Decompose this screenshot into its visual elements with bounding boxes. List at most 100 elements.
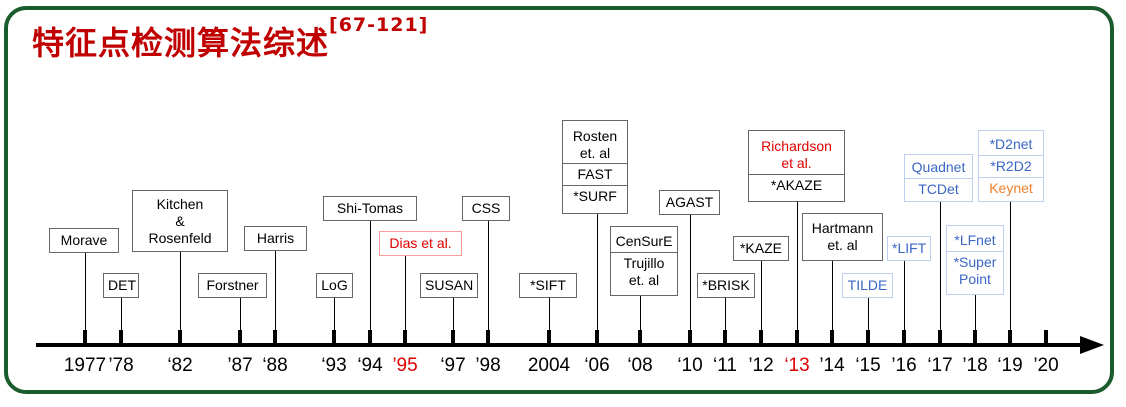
year-label: ‘88	[262, 355, 288, 376]
connector-stem	[180, 252, 181, 332]
box-censure-trujillo: CenSurE Trujillo et. al	[610, 226, 678, 296]
connector-stem	[453, 298, 454, 332]
box-det: DET	[103, 273, 139, 298]
timeline-tick	[688, 330, 692, 343]
year-label: ‘13	[784, 355, 810, 376]
timeline-tick	[830, 330, 834, 343]
timeline-tick	[595, 330, 599, 343]
year-label: ’20	[1033, 355, 1059, 376]
year-label: ‘82	[167, 355, 193, 376]
connector-stem	[240, 298, 241, 332]
slide-title: 特征点检测算法综述[67-121]	[32, 14, 428, 64]
timeline-tick	[938, 330, 942, 343]
timeline-tick	[403, 330, 407, 343]
year-label: ’14	[819, 355, 845, 376]
timeline-tick	[368, 330, 372, 343]
timeline-arrow-icon	[1080, 336, 1104, 354]
box-hartmann: Hartmann et. al	[802, 213, 883, 261]
timeline-tick	[486, 330, 490, 343]
year-label: ’98	[475, 355, 501, 376]
box-log: LoG	[316, 273, 353, 298]
connector-stem	[370, 221, 371, 332]
year-label: ’18	[962, 355, 988, 376]
box-lift: *LIFT	[887, 236, 931, 261]
connector-stem	[797, 202, 798, 332]
year-label: ‘17	[927, 355, 953, 376]
connector-stem	[868, 298, 869, 332]
timeline-tick	[759, 330, 763, 343]
connector-stem	[597, 214, 598, 332]
year-label: ‘15	[855, 355, 881, 376]
year-label: ’16	[891, 355, 917, 376]
year-label: ’95	[392, 355, 418, 376]
box-lfnet-superpoint: *LFnet *Super Point	[946, 225, 1004, 295]
timeline-tick	[795, 330, 799, 343]
connector-stem	[1010, 202, 1011, 332]
timeline-tick	[1008, 330, 1012, 343]
timeline-tick	[273, 330, 277, 343]
timeline-tick	[1044, 330, 1048, 343]
year-label: 1977	[63, 355, 107, 376]
year-label: ‘11	[713, 355, 737, 376]
connector-stem	[725, 298, 726, 332]
timeline-tick	[723, 330, 727, 343]
title-text: 特征点检测算法综述	[32, 24, 330, 62]
connector-stem	[904, 261, 905, 332]
box-sift: *SIFT	[519, 273, 577, 298]
timeline-tick	[238, 330, 242, 343]
connector-stem	[640, 296, 641, 332]
connector-stem	[405, 256, 406, 332]
box-tilde: TILDE	[842, 273, 893, 298]
connector-stem	[549, 298, 550, 332]
timeline-tick	[638, 330, 642, 343]
timeline-axis	[36, 343, 1092, 347]
connector-stem	[975, 295, 976, 332]
connector-stem	[275, 251, 276, 332]
year-label: ‘06	[584, 355, 610, 376]
title-reference: [67-121]	[329, 14, 429, 36]
box-susan: SUSAN	[420, 273, 478, 298]
box-brisk: *BRISK	[697, 273, 755, 298]
box-kaze: *KAZE	[733, 236, 789, 261]
box-dias: Dias et al.	[379, 231, 462, 256]
timeline-tick	[178, 330, 182, 343]
timeline-tick	[973, 330, 977, 343]
year-label: ’12	[748, 355, 774, 376]
timeline-tick	[83, 330, 87, 343]
year-label: 2004	[527, 355, 571, 376]
year-label: ’87	[227, 355, 253, 376]
connector-stem	[761, 261, 762, 332]
year-label: ‘94	[357, 355, 383, 376]
connector-stem	[488, 221, 489, 332]
box-css: CSS	[462, 196, 510, 221]
connector-stem	[85, 253, 86, 332]
box-rosten-fast-surf: Rosten et. al FAST *SURF	[562, 120, 628, 214]
box-shi-tomas: Shi-Tomas	[323, 196, 417, 221]
year-label: ‘10	[677, 355, 703, 376]
timeline-tick	[547, 330, 551, 343]
box-d2net-r2d2-keynet: *D2net *R2D2 Keynet	[978, 130, 1044, 202]
box-forstner: Forstner	[198, 273, 267, 298]
box-quadnet-tcdet: Quadnet TCDet	[904, 154, 973, 202]
box-kitchen-rosenfeld: Kitchen & Rosenfeld	[132, 190, 228, 252]
connector-stem	[690, 215, 691, 332]
slide-frame	[4, 6, 1114, 394]
year-label: ‘08	[627, 355, 653, 376]
connector-stem	[121, 298, 122, 332]
timeline-tick	[902, 330, 906, 343]
year-label: ‘93	[321, 355, 347, 376]
year-label: ‘19	[997, 355, 1023, 376]
box-richardson-akaze: Richardson et al. *AKAZE	[748, 130, 845, 202]
connector-stem	[940, 202, 941, 332]
year-label: ‘97	[440, 355, 466, 376]
timeline-tick	[332, 330, 336, 343]
box-moravec: Morave	[49, 228, 119, 253]
year-label: ’78	[108, 355, 134, 376]
timeline-tick	[866, 330, 870, 343]
timeline-tick	[119, 330, 123, 343]
box-harris: Harris	[244, 226, 307, 251]
connector-stem	[832, 261, 833, 332]
timeline-tick	[451, 330, 455, 343]
box-agast: AGAST	[659, 190, 720, 215]
connector-stem	[334, 298, 335, 332]
